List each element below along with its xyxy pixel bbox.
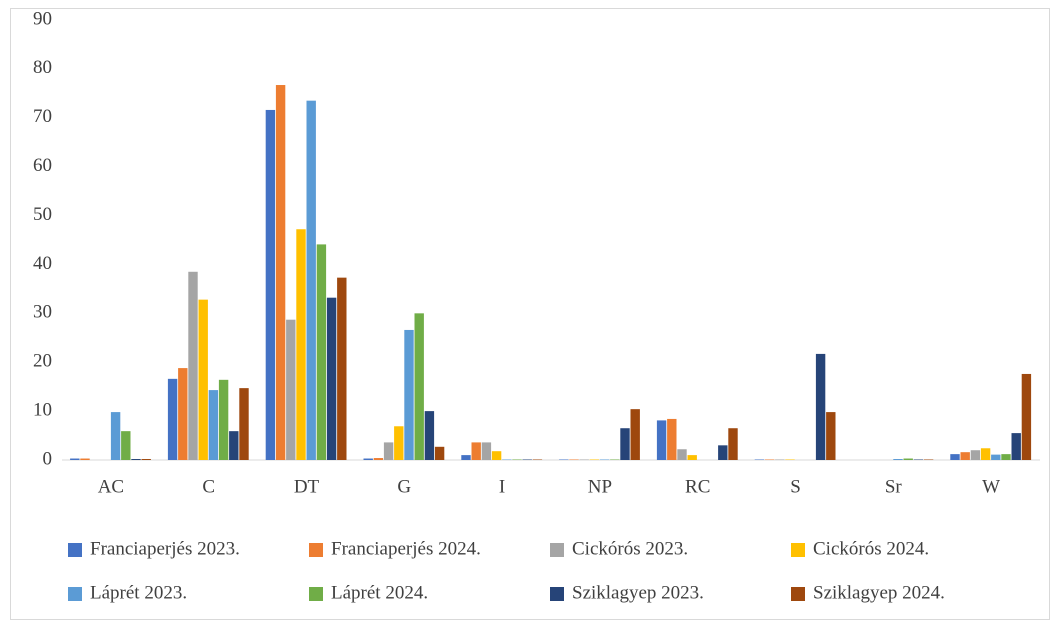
bar — [167, 378, 178, 460]
bar — [893, 459, 903, 460]
bar — [1011, 433, 1021, 460]
y-tick-label: 0 — [43, 448, 53, 469]
bar — [667, 418, 677, 460]
bar — [471, 442, 481, 460]
bar — [630, 409, 640, 460]
bar — [1001, 454, 1011, 460]
y-tick-label: 80 — [33, 57, 52, 78]
bar — [903, 458, 913, 460]
bar — [424, 411, 435, 460]
y-tick-label: 40 — [33, 253, 52, 274]
legend-swatch — [791, 543, 805, 557]
bar — [394, 426, 404, 460]
bar — [728, 428, 738, 460]
bar — [991, 454, 1001, 460]
bar — [316, 244, 327, 460]
y-tick-label: 60 — [33, 155, 52, 176]
bar — [326, 297, 337, 460]
bar — [208, 390, 219, 460]
bar — [620, 428, 630, 460]
x-tick-label: RC — [685, 476, 710, 497]
bar — [239, 388, 249, 460]
bar — [656, 420, 667, 460]
bar — [383, 442, 394, 460]
bar — [434, 446, 445, 460]
legend-label: Láprét 2023. — [90, 582, 187, 603]
x-tick-label: AC — [98, 476, 124, 497]
x-tick-label: I — [499, 476, 505, 497]
bar — [363, 458, 373, 460]
bar — [296, 229, 306, 460]
bar — [826, 412, 836, 460]
x-tick-label: NP — [588, 476, 612, 497]
bar — [286, 319, 296, 460]
bar — [404, 329, 414, 460]
legend-swatch — [309, 587, 323, 601]
bar — [265, 109, 276, 460]
bar — [461, 455, 471, 460]
bar — [306, 100, 316, 461]
y-tick-label: 70 — [33, 106, 52, 127]
bar — [687, 455, 697, 460]
y-tick-label: 10 — [33, 399, 52, 420]
bar — [1021, 373, 1032, 460]
bar — [373, 458, 384, 460]
legend-label: Sziklagyep 2024. — [813, 582, 945, 603]
bar — [141, 459, 151, 460]
bar — [491, 451, 502, 460]
bar — [80, 458, 90, 460]
bar — [178, 368, 188, 460]
y-tick-label: 90 — [33, 8, 52, 29]
bar — [218, 379, 229, 460]
bar — [970, 450, 981, 460]
bar — [950, 454, 960, 460]
bar — [481, 442, 492, 460]
legend-label: Sziklagyep 2023. — [572, 582, 704, 603]
legend-swatch — [550, 587, 564, 601]
legend-swatch — [309, 543, 323, 557]
legend-label: Cickórós 2024. — [813, 538, 929, 559]
bar — [677, 449, 687, 460]
bar — [198, 299, 208, 460]
y-tick-label: 30 — [33, 302, 52, 323]
chart-frame — [10, 8, 1050, 620]
legend-swatch — [791, 587, 805, 601]
x-tick-label: C — [202, 476, 215, 497]
legend-label: Franciaperjés 2023. — [90, 538, 240, 559]
bar — [110, 412, 121, 460]
bar — [188, 271, 198, 460]
x-tick-label: S — [790, 476, 801, 497]
bar — [960, 452, 970, 460]
bar — [121, 431, 131, 460]
x-tick-label: Sr — [885, 476, 903, 497]
x-tick-label: DT — [294, 476, 320, 497]
bar — [337, 277, 347, 460]
legend-label: Cickórós 2023. — [572, 538, 688, 559]
bar — [815, 353, 826, 460]
bar — [718, 445, 728, 460]
bar — [275, 85, 286, 461]
y-tick-label: 20 — [33, 351, 52, 372]
legend-swatch — [68, 543, 82, 557]
x-tick-label: W — [982, 476, 1000, 497]
legend-label: Franciaperjés 2024. — [331, 538, 481, 559]
legend-label: Láprét 2024. — [331, 582, 428, 603]
legend-swatch — [68, 587, 82, 601]
legend-swatch — [550, 543, 564, 557]
x-tick-label: G — [397, 476, 411, 497]
bar — [414, 313, 424, 460]
bar — [70, 458, 80, 460]
bar — [980, 448, 991, 460]
bar — [229, 431, 239, 460]
bar — [131, 459, 141, 460]
y-tick-label: 50 — [33, 204, 52, 225]
